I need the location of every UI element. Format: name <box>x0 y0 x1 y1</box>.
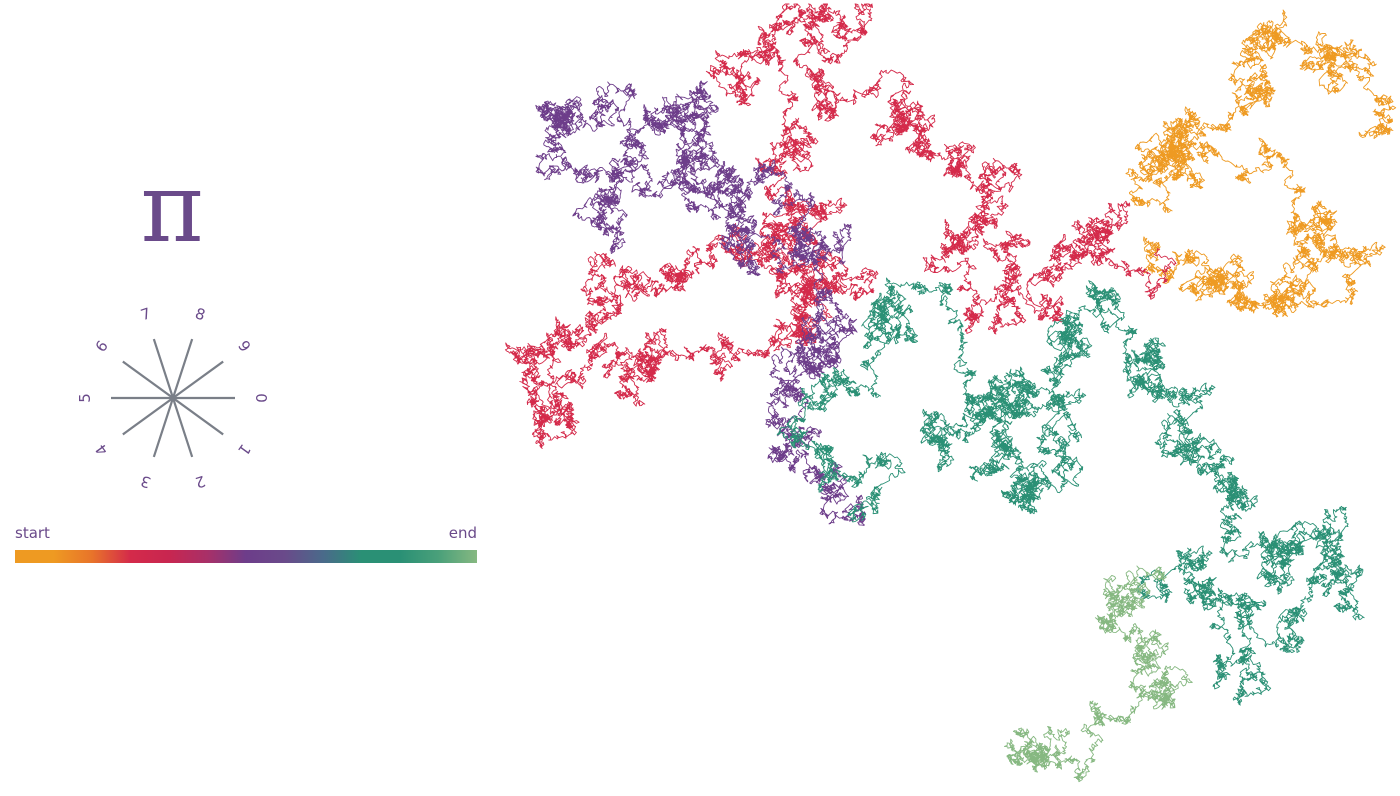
walk-segment-3 <box>535 80 867 526</box>
compass-digit-5: 5 <box>76 393 94 403</box>
walk-segment-2 <box>504 3 1177 449</box>
pi-symbol: π <box>140 152 204 264</box>
walk-segment-4 <box>776 277 1365 706</box>
walk-segment-5 <box>1003 565 1193 783</box>
legend-start-label: start <box>15 524 50 542</box>
walk-paths <box>504 3 1397 783</box>
compass-spoke <box>122 360 224 436</box>
legend-end-label: end <box>448 524 477 542</box>
compass-digit-0: 0 <box>252 393 270 403</box>
compass-spokes <box>111 338 235 458</box>
walk-segment-1 <box>1125 9 1397 318</box>
legend-gradient-bar <box>15 550 477 563</box>
